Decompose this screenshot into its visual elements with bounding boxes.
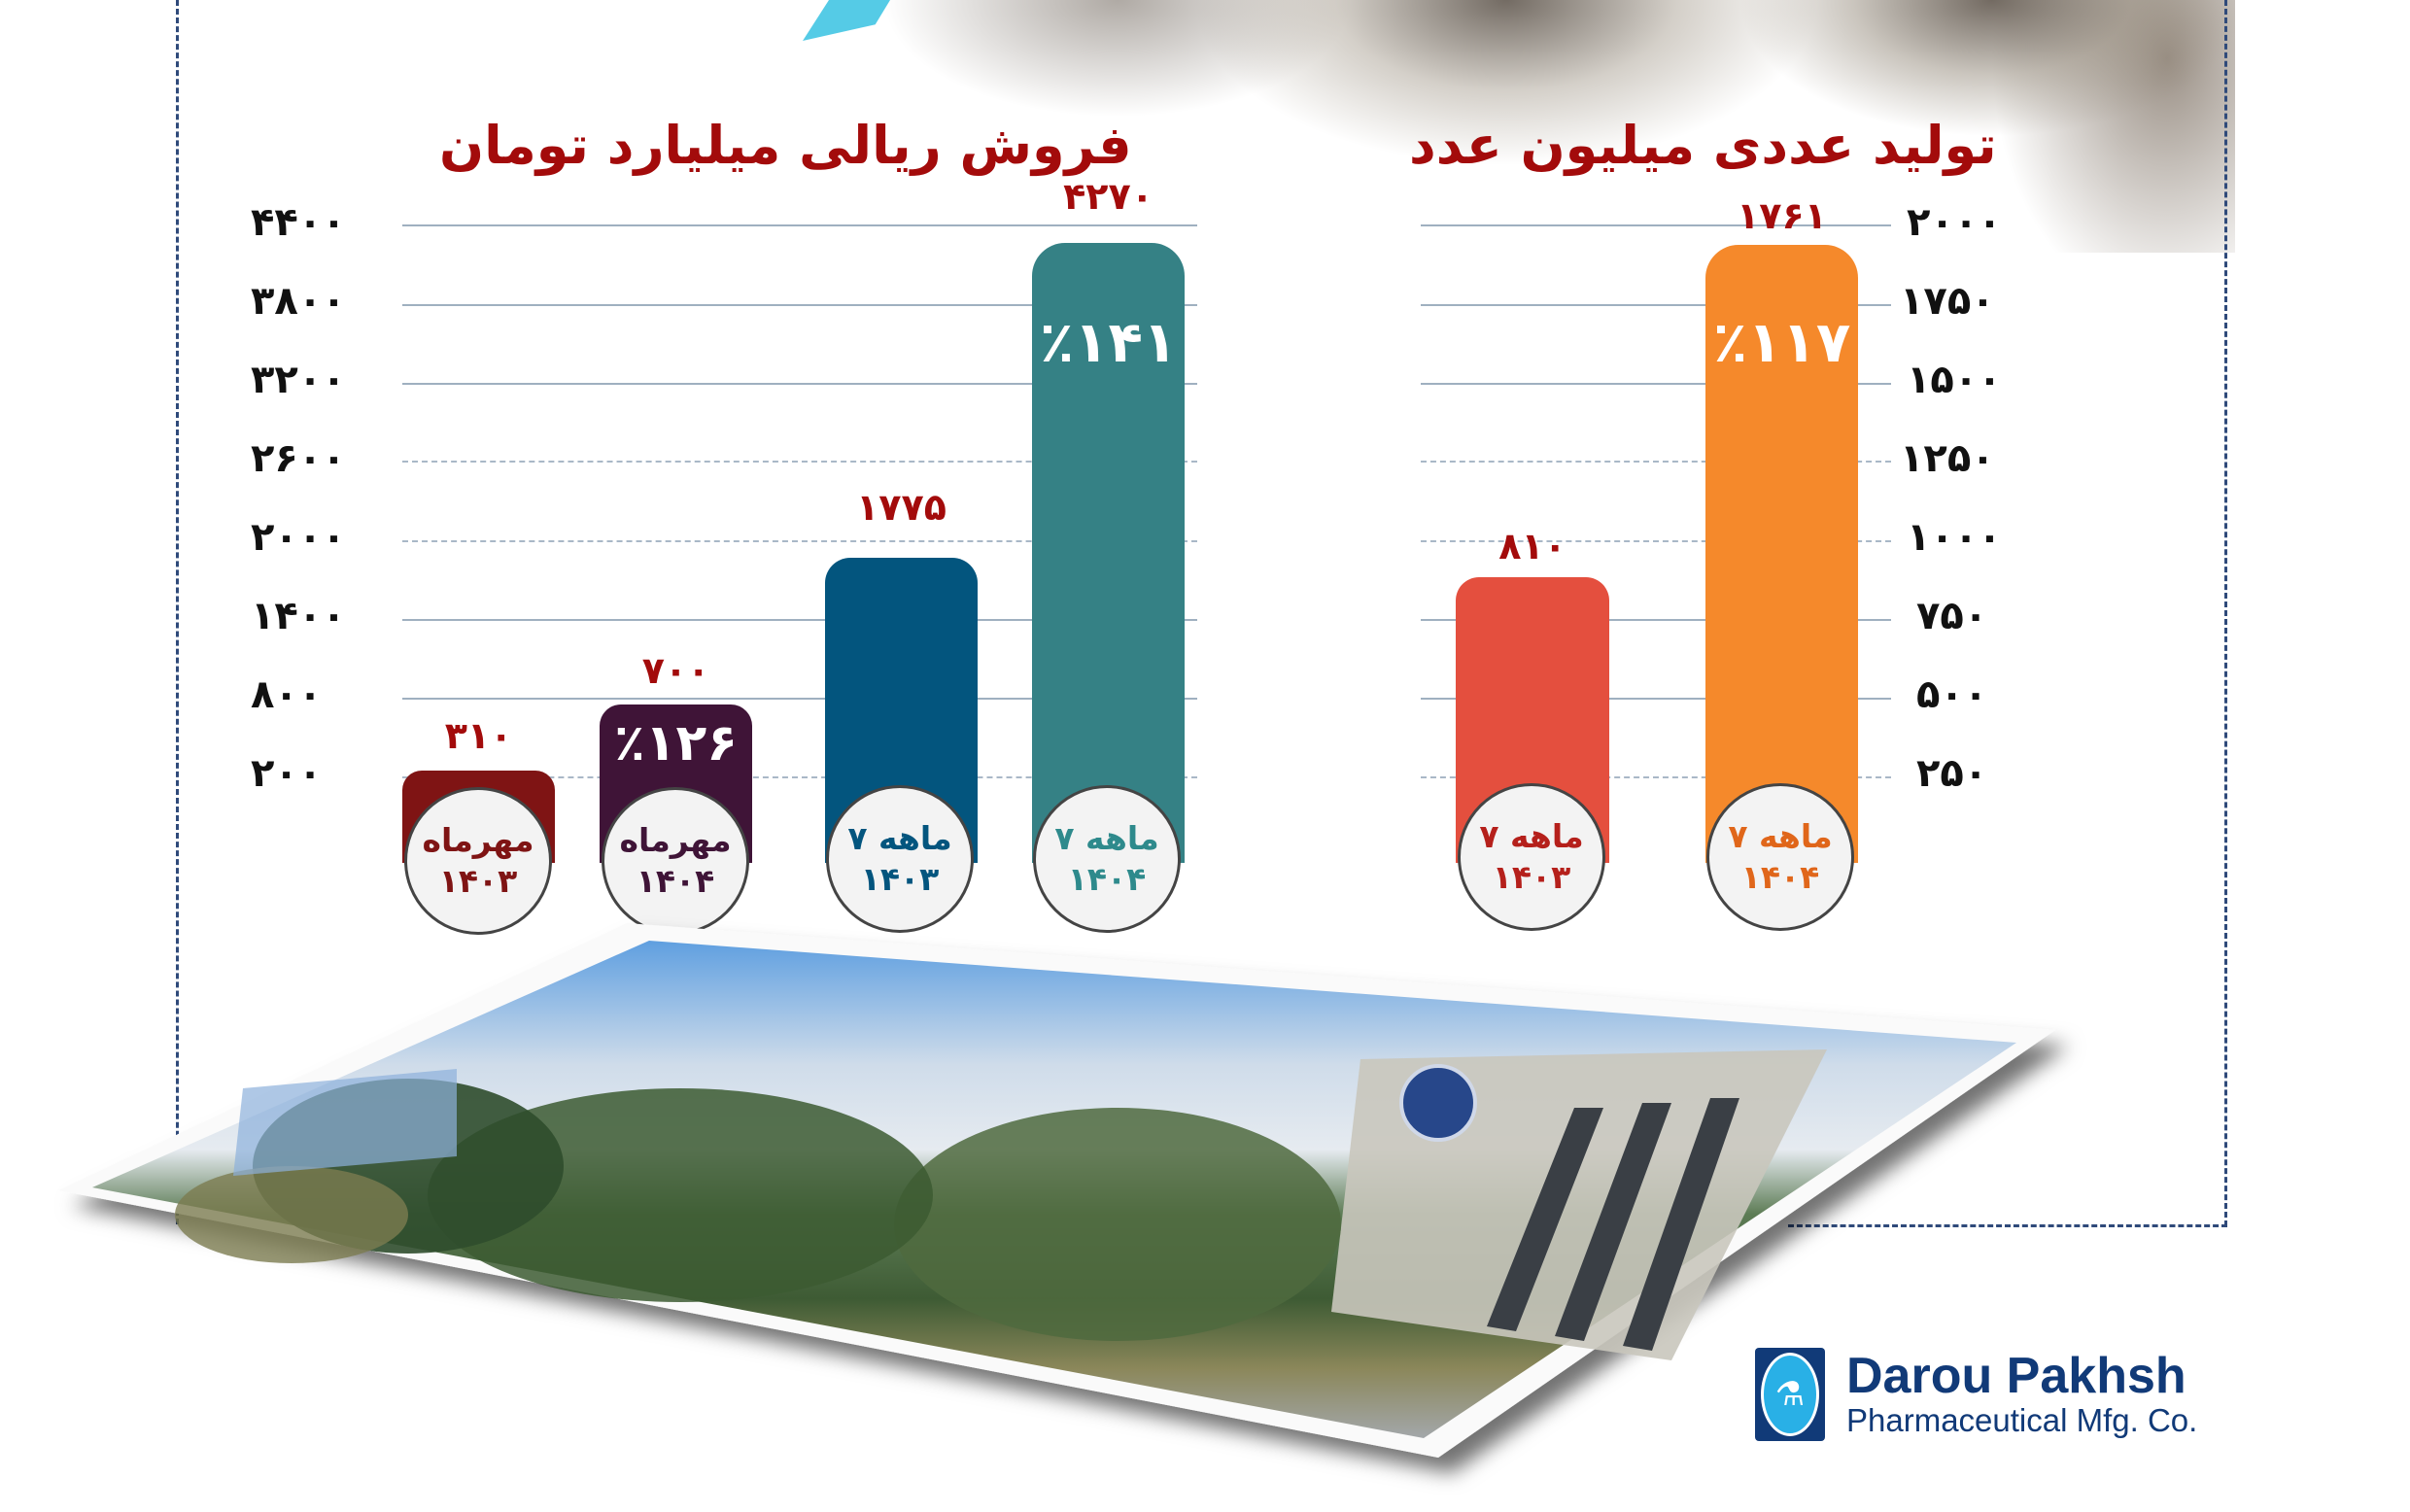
sales-ytick: ۲۰۰۰: [251, 515, 346, 560]
gridline: [1421, 383, 1891, 385]
gridline: [402, 776, 1197, 778]
production-ytick: ۷۵۰: [1916, 594, 1988, 638]
sales-value-label: ۱۷۷۵: [856, 486, 947, 529]
production-value-label: ۸۱۰: [1498, 525, 1566, 567]
period-year: ۱۴۰۳: [860, 860, 940, 898]
period-label: ۷ ماهه: [1479, 817, 1584, 855]
flask-icon: ⚗: [1761, 1353, 1819, 1436]
gridline: [1421, 304, 1891, 306]
gridline: [1421, 224, 1891, 226]
gridline: [1421, 776, 1891, 778]
production-bar-7m-1404: [1705, 245, 1858, 863]
gridline: [402, 698, 1197, 700]
period-year: ۱۴۰۴: [636, 862, 715, 900]
production-ytick: ۲۰۰۰: [1907, 200, 2002, 245]
gridline: [1421, 698, 1891, 700]
production-value-label: ۱۷۶۱: [1737, 194, 1827, 237]
gridline: [402, 540, 1197, 542]
production-chart-title: تولید عددی میلیون عدد: [1409, 115, 1997, 176]
gridline: [1421, 619, 1891, 621]
dashed-frame-left: [176, 0, 179, 1224]
production-ytick: ۲۵۰: [1916, 751, 1988, 796]
sales-period-badge: مهرماه ۱۴۰۳: [404, 787, 552, 935]
sales-period-badge: ۷ ماهه ۱۴۰۴: [1033, 785, 1181, 933]
dashed-frame-right: [2224, 0, 2227, 1226]
sales-ytick: ۸۰۰: [251, 672, 323, 717]
production-ytick: ۱۰۰۰: [1907, 515, 2002, 560]
sales-value-label: ۳۱۰: [444, 714, 513, 757]
production-ytick: ۱۷۵۰: [1900, 279, 1995, 324]
sales-ytick: ۳۸۰۰: [251, 279, 346, 324]
production-growth-label: ٪۱۱۷: [1712, 309, 1851, 375]
period-year: ۱۴۰۴: [1740, 858, 1820, 896]
gridline: [402, 383, 1197, 385]
sales-chart-title: فروش ریالی میلیارد تومان: [439, 115, 1132, 176]
company-logo: ⚗ Darou Pakhsh Pharmaceutical Mfg. Co.: [1755, 1348, 2197, 1441]
period-year: ۱۴۰۳: [1492, 858, 1571, 896]
production-period-badge: ۷ ماهه ۱۴۰۴: [1706, 783, 1854, 931]
logo-subtitle: Pharmaceutical Mfg. Co.: [1846, 1402, 2198, 1438]
production-ytick: ۱۵۰۰: [1907, 358, 2002, 402]
gridline: [402, 304, 1197, 306]
sales-period-badge: مهرماه ۱۴۰۴: [602, 787, 749, 935]
gridline: [402, 461, 1197, 463]
production-period-badge: ۷ ماهه ۱۴۰۳: [1458, 783, 1605, 931]
gridline: [402, 224, 1197, 226]
gridline: [402, 619, 1197, 621]
logo-badge: ⚗: [1755, 1348, 1825, 1441]
production-ytick: ۱۲۵۰: [1900, 436, 1995, 481]
sales-ytick: ۲۰۰: [251, 751, 323, 796]
period-year: ۱۴۰۴: [1067, 860, 1147, 898]
sales-ytick: ۲۶۰۰: [251, 436, 346, 481]
sales-growth-label: ٪۱۲۶: [614, 714, 738, 773]
sales-period-badge: ۷ ماهه ۱۴۰۳: [826, 785, 974, 933]
mountain-background: [875, 0, 2235, 253]
sales-value-label: ۴۲۷۰: [1063, 175, 1153, 218]
period-label: مهرماه: [619, 821, 732, 859]
period-label: مهرماه: [422, 821, 534, 859]
sales-growth-label: ٪۱۴۱: [1039, 309, 1178, 375]
sales-ytick: ۳۲۰۰: [251, 358, 346, 402]
gridline: [1421, 461, 1891, 463]
sales-ytick: ۱۴۰۰: [251, 594, 346, 638]
period-year: ۱۴۰۳: [438, 862, 518, 900]
production-ytick: ۵۰۰: [1916, 672, 1988, 717]
period-label: ۷ ماهه: [1054, 819, 1159, 857]
period-label: ۷ ماهه: [847, 819, 952, 857]
period-label: ۷ ماهه: [1728, 817, 1833, 855]
logo-name: Darou Pakhsh: [1846, 1348, 2186, 1404]
gridline: [1421, 540, 1891, 542]
sales-value-label: ۷۰۰: [641, 649, 710, 692]
sales-bar-7m-1404: [1032, 243, 1185, 863]
sales-ytick: ۴۴۰۰: [251, 200, 346, 245]
dashed-frame-bottom: [1788, 1224, 2227, 1227]
